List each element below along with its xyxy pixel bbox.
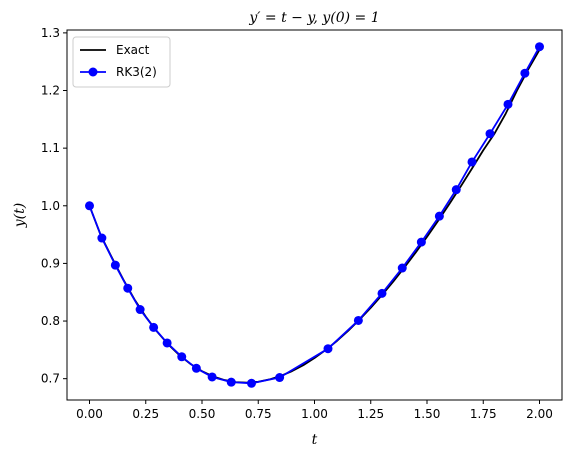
legend-rk32-marker	[88, 67, 98, 77]
x-tick-label-0: 0.00	[76, 407, 103, 421]
rk32-point-20	[467, 157, 477, 167]
rk32-point-22	[503, 99, 513, 109]
rk32-point-0	[85, 201, 94, 211]
rk32-point-23	[520, 68, 530, 78]
rk32-point-17	[416, 237, 426, 247]
rk32-point-12	[275, 373, 285, 383]
rk32-point-10	[226, 377, 236, 387]
x-tick-label-3: 0.75	[245, 407, 272, 421]
rk32-point-2	[110, 260, 120, 270]
y-tick-label-0: 0.7	[41, 372, 60, 386]
rk32-point-1	[97, 233, 107, 243]
rk32-point-15	[377, 288, 387, 298]
x-tick-label-8: 2.00	[526, 407, 553, 421]
y-tick-label-1: 0.8	[41, 314, 60, 328]
rk32-point-24	[535, 42, 544, 52]
plot-area	[67, 30, 562, 400]
y-tick-label-2: 0.9	[41, 256, 60, 270]
ticks-layer: 0.00 0.25 0.50 0.75 1.00 1.25 1.50 1.75 2.00 0.7 0…	[41, 26, 553, 421]
rk32-point-8	[191, 363, 201, 373]
y-tick-label-5: 1.2	[41, 84, 60, 98]
rk32-point-18	[434, 211, 444, 221]
y-tick-label-4: 1.1	[41, 141, 60, 155]
x-tick-label-1: 0.25	[132, 407, 159, 421]
rk32-point-11	[247, 378, 256, 388]
y-tick-label-3: 1.0	[41, 199, 60, 213]
rk32-point-16	[397, 263, 407, 273]
chart-title: y′ = t − y, y(0) = 1	[248, 10, 379, 26]
x-tick-label-2: 0.50	[189, 407, 216, 421]
rk32-point-3	[123, 283, 133, 293]
legend-rk32-label: RK3(2)	[116, 65, 157, 79]
rk32-point-14	[353, 315, 363, 325]
x-axis-label: t	[312, 432, 318, 448]
plot-frame	[66, 29, 563, 401]
rk32-point-5	[149, 322, 159, 332]
rk32-point-4	[135, 305, 145, 315]
x-tick-label-7: 1.75	[470, 407, 497, 421]
series-layer	[85, 42, 544, 388]
x-tick-label-5: 1.25	[357, 407, 384, 421]
rk32-point-13	[323, 344, 333, 354]
legend: Exact RK3(2)	[72, 36, 171, 88]
rk32-point-19	[451, 185, 461, 195]
rk32-point-6	[162, 338, 172, 348]
legend-exact-label: Exact	[116, 43, 150, 57]
rk32-point-7	[177, 352, 187, 362]
x-tick-label-6: 1.50	[414, 407, 441, 421]
rk32-point-21	[485, 129, 495, 139]
y-tick-label-6: 1.3	[41, 26, 60, 40]
y-axis-label: y(t)	[12, 203, 28, 228]
rk32-point-9	[207, 372, 217, 382]
x-tick-label-4: 1.00	[301, 407, 328, 421]
